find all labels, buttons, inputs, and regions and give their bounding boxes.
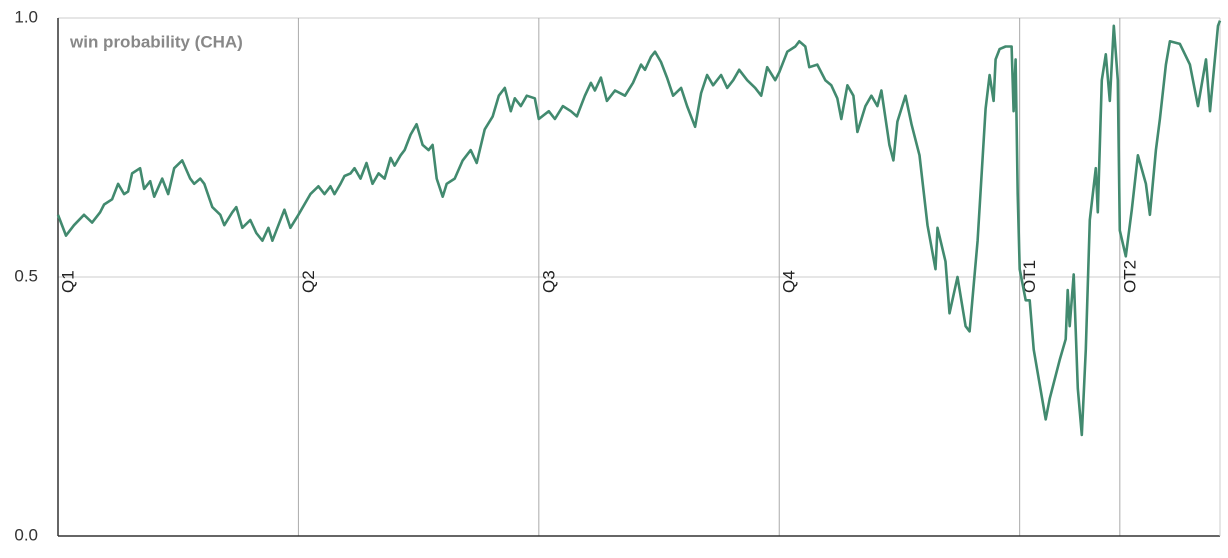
period-label: OT2 bbox=[1120, 260, 1139, 293]
y-tick-label: 0.5 bbox=[14, 266, 38, 285]
period-label: Q3 bbox=[539, 270, 558, 293]
period-label: Q2 bbox=[299, 270, 318, 293]
chart-title: win probability (CHA) bbox=[69, 32, 243, 51]
y-tick-label: 0.0 bbox=[14, 525, 38, 544]
period-label: OT1 bbox=[1020, 260, 1039, 293]
y-tick-label: 1.0 bbox=[14, 7, 38, 26]
win-probability-line bbox=[56, 20, 1222, 437]
period-label: Q1 bbox=[58, 270, 77, 293]
period-label: Q4 bbox=[780, 270, 799, 293]
